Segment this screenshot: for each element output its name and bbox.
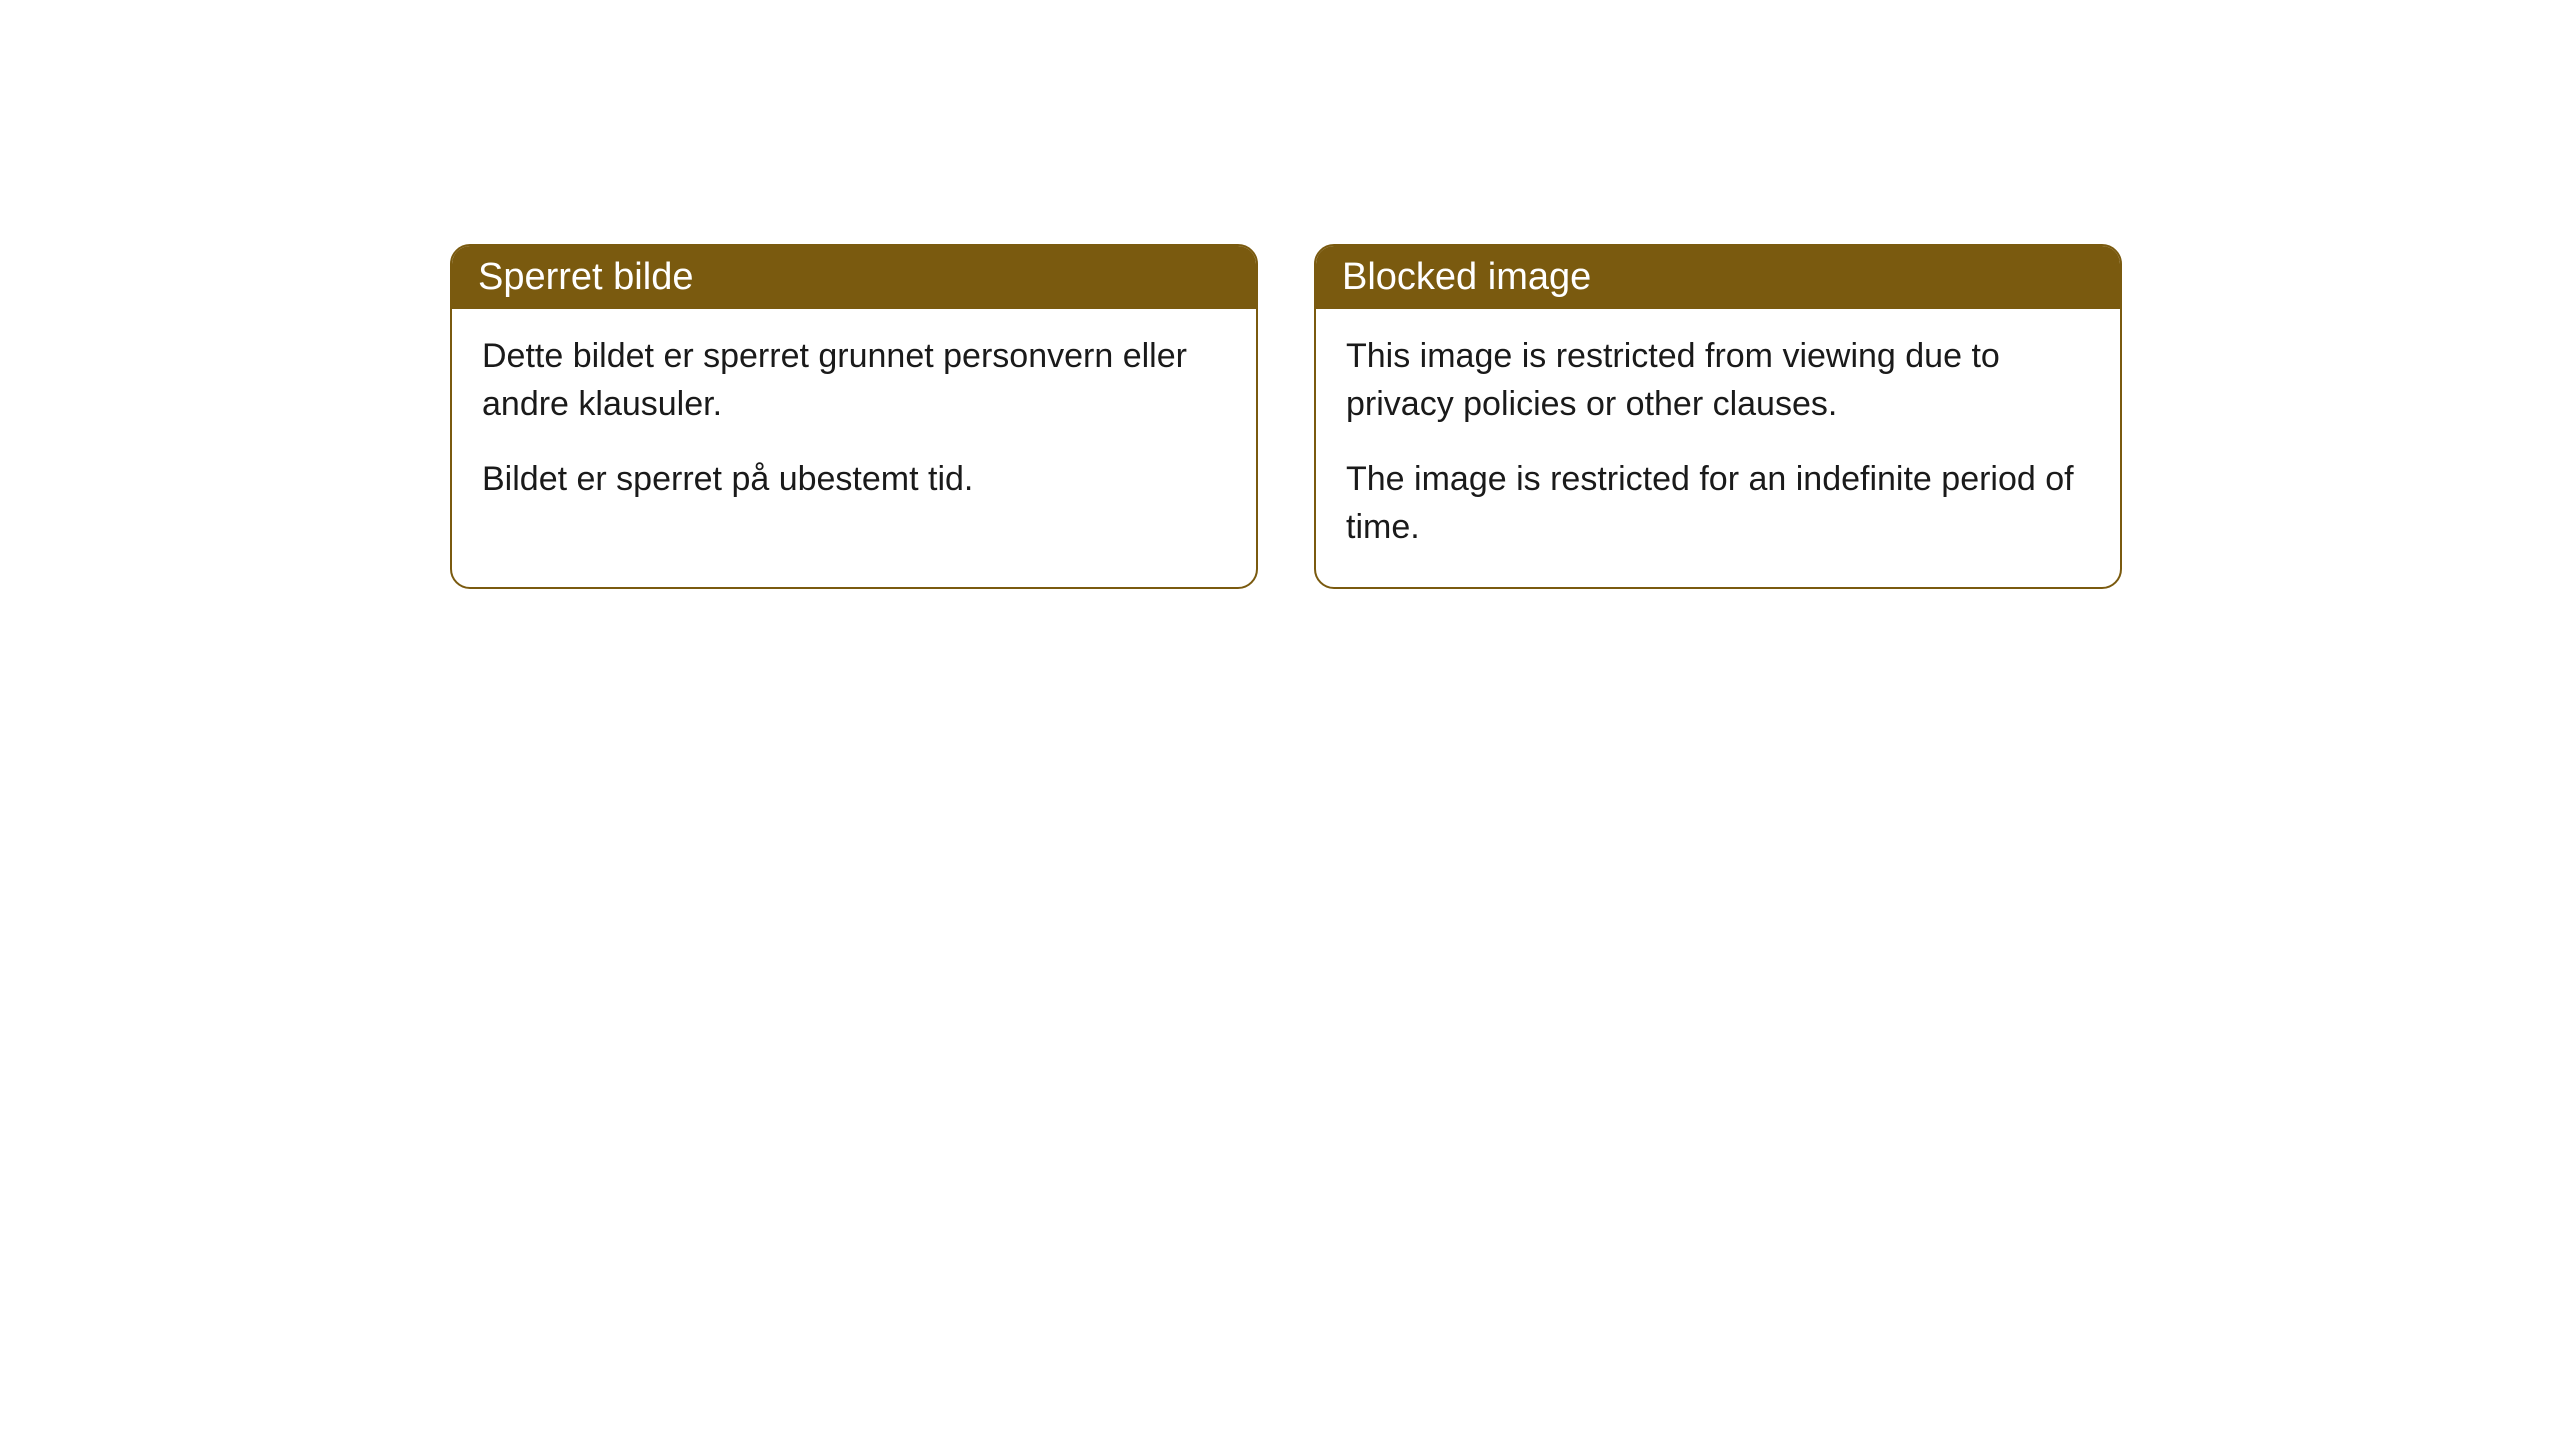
card-body-english: This image is restricted from viewing du… xyxy=(1316,309,2120,587)
notice-paragraph: Bildet er sperret på ubestemt tid. xyxy=(482,456,1226,504)
card-body-norwegian: Dette bildet er sperret grunnet personve… xyxy=(452,309,1256,540)
card-header-english: Blocked image xyxy=(1316,246,2120,309)
blocked-image-card-norwegian: Sperret bilde Dette bildet er sperret gr… xyxy=(450,244,1258,589)
notice-paragraph: The image is restricted for an indefinit… xyxy=(1346,456,2090,551)
notice-paragraph: Dette bildet er sperret grunnet personve… xyxy=(482,333,1226,428)
card-title: Blocked image xyxy=(1342,256,1591,298)
card-header-norwegian: Sperret bilde xyxy=(452,246,1256,309)
blocked-image-card-english: Blocked image This image is restricted f… xyxy=(1314,244,2122,589)
notice-paragraph: This image is restricted from viewing du… xyxy=(1346,333,2090,428)
notice-cards-container: Sperret bilde Dette bildet er sperret gr… xyxy=(450,244,2122,589)
card-title: Sperret bilde xyxy=(478,256,693,298)
